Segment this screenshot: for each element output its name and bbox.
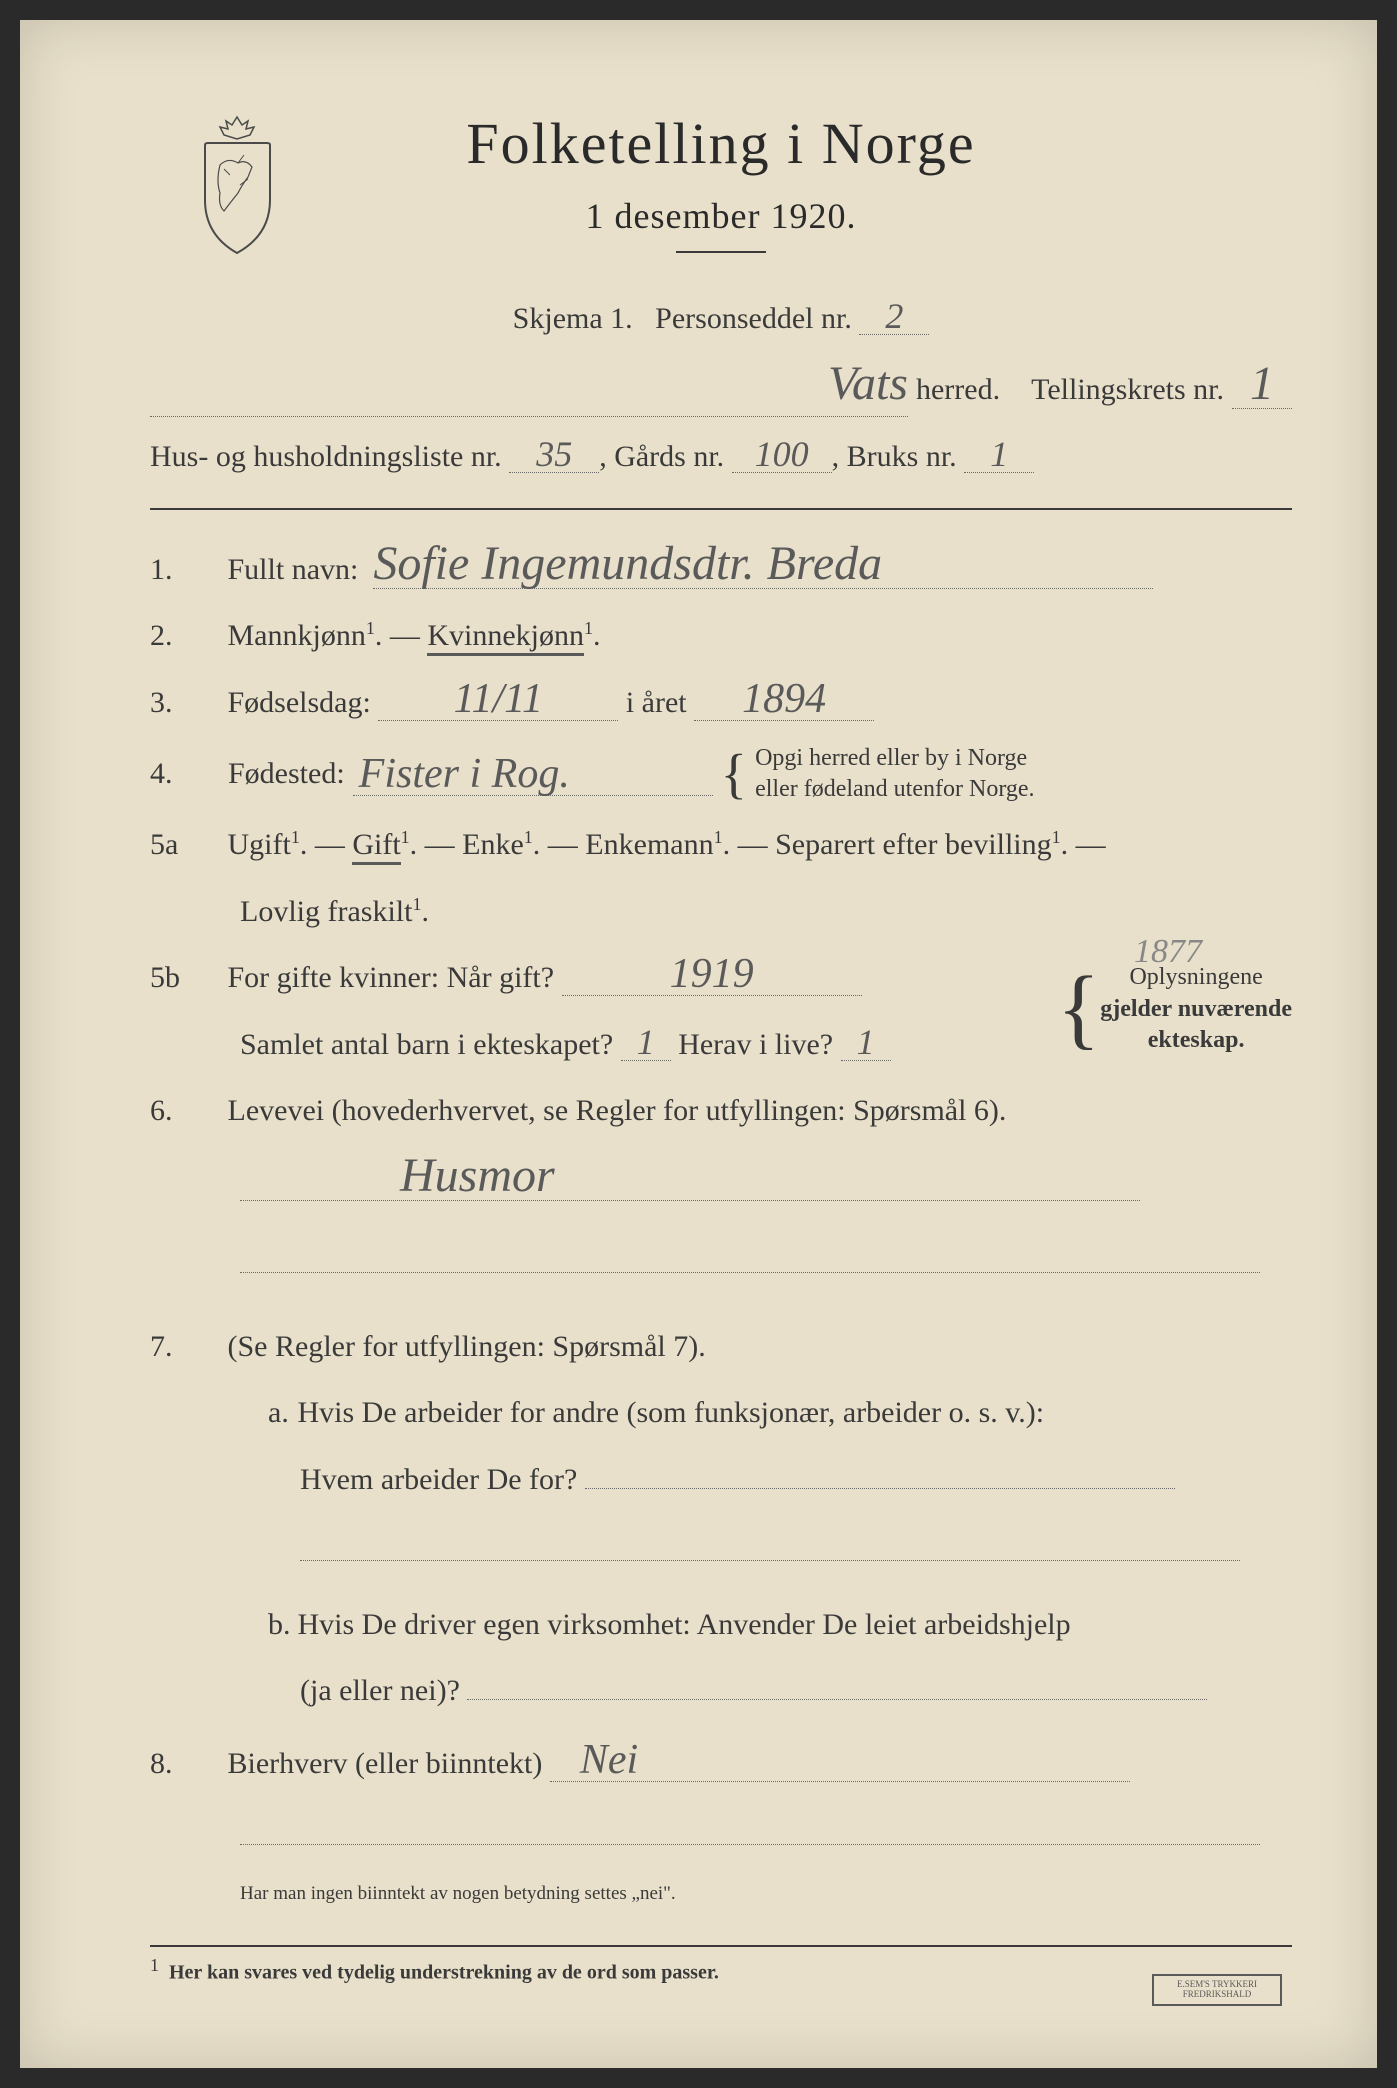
q7a-label1: Hvis De arbeider for andre (som funksjon… <box>298 1396 1045 1429</box>
q6-num: 6. <box>150 1085 220 1138</box>
q1-row: 1. Fullt navn: Sofie Ingemundsdtr. Breda <box>150 540 1292 597</box>
q6-blank-row <box>150 1238 1292 1291</box>
q1-label: Fullt navn: <box>228 553 359 586</box>
personseddel-label: Personseddel nr. <box>655 302 852 335</box>
q7a-num: a. <box>240 1387 290 1440</box>
husliste-row: Hus- og husholdningsliste nr. 35, Gårds … <box>150 431 1292 484</box>
brace-icon: { <box>721 752 747 796</box>
q6-value-row: Husmor <box>150 1152 1292 1209</box>
q5b-label3: Herav i live? <box>678 1028 833 1061</box>
q5a-ugift: Ugift <box>228 828 291 861</box>
skjema-label: Skjema 1. <box>513 302 633 335</box>
q3-day: 11/11 <box>378 678 618 721</box>
q7b-row: b. Hvis De driver egen virksomhet: Anven… <box>150 1599 1292 1652</box>
q3-num: 3. <box>150 677 220 730</box>
q3-year-label: i året <box>626 686 687 719</box>
tellingskrets-label: Tellingskrets nr. <box>1031 364 1224 417</box>
q7a-row2: Hvem arbeider De for? <box>150 1454 1292 1507</box>
q5a-num: 5a <box>150 819 220 872</box>
q4-row: 4. Fødested: Fister i Rog. { Opgi herred… <box>150 743 1292 805</box>
printer-stamp: E.SEM'S TRYKKERI FREDRIKSHALD <box>1152 1974 1282 2006</box>
q7b-row2: (ja eller nei)? <box>150 1665 1292 1718</box>
q7a-label2: Hvem arbeider De for? <box>300 1463 577 1496</box>
q7-row: 7. (Se Regler for utfyllingen: Spørsmål … <box>150 1321 1292 1374</box>
q5b-label1: For gifte kvinner: Når gift? <box>228 961 555 994</box>
q5b-row2: Samlet antal barn i ekteskapet? 1 Herav … <box>150 1019 1292 1072</box>
q5a-gift: Gift <box>352 828 400 865</box>
herred-row: Vats herred. Tellingskrets nr. 1 <box>150 360 1292 418</box>
skjema-row: Skjema 1. Personseddel nr. 2 <box>150 293 1292 346</box>
gards-nr: 100 <box>732 436 832 473</box>
q5b-label2: Samlet antal barn i ekteskapet? <box>240 1028 613 1061</box>
q5b-live: 1 <box>841 1024 891 1061</box>
q5a-enke: Enke <box>462 828 524 861</box>
q4-num: 4. <box>150 748 220 801</box>
husliste-nr: 35 <box>509 436 599 473</box>
q4-label: Fødested: <box>228 748 345 801</box>
q5b-year: 1919 <box>562 953 862 996</box>
norway-coat-of-arms-icon <box>190 115 285 255</box>
q5a-fraskilt: Lovlig fraskilt <box>240 895 412 928</box>
q4-aside: Opgi herred eller by i Norge eller fødel… <box>755 743 1034 805</box>
header-divider <box>676 251 766 253</box>
bruks-nr: 1 <box>964 436 1034 473</box>
q7a-row: a. Hvis De arbeider for andre (som funks… <box>150 1387 1292 1440</box>
gards-label: Gårds nr. <box>614 440 724 473</box>
q5b-row: 1877 5b For gifte kvinner: Når gift? 191… <box>150 952 1292 1005</box>
q7a-blank <box>150 1526 1292 1579</box>
q8-value: Nei <box>550 1739 1130 1782</box>
herred-label: herred. <box>916 364 1000 417</box>
q5a-separert: Separert efter bevilling <box>775 828 1052 861</box>
q2-mann: Mannkjønn <box>228 619 366 652</box>
form-date: 1 desember 1920. <box>150 195 1292 237</box>
q3-row: 3. Fødselsdag: 11/11 i året 1894 <box>150 677 1292 730</box>
q1-value: Sofie Ingemundsdtr. Breda <box>373 540 1153 589</box>
q2-row: 2. Mannkjønn1. — Kvinnekjønn1. <box>150 610 1292 663</box>
q5b-num: 5b <box>150 952 220 1005</box>
q7b-label1: Hvis De driver egen virksomhet: Anvender… <box>298 1608 1071 1641</box>
tellingskrets-nr: 1 <box>1232 360 1292 409</box>
q5a-row2: Lovlig fraskilt1. <box>150 886 1292 939</box>
q6-row: 6. Levevei (hovederhvervet, se Regler fo… <box>150 1085 1292 1138</box>
q5a-enkemann: Enkemann <box>585 828 713 861</box>
q2-num: 2. <box>150 610 220 663</box>
main-divider <box>150 508 1292 510</box>
q3-year: 1894 <box>694 678 874 721</box>
q1-num: 1. <box>150 544 220 597</box>
q7-num: 7. <box>150 1321 220 1374</box>
q7-label: (Se Regler for utfyllingen: Spørsmål 7). <box>228 1330 706 1363</box>
q4-value: Fister i Rog. <box>353 753 713 796</box>
husliste-label: Hus- og husholdningsliste nr. <box>150 440 502 473</box>
q7b-label2: (ja eller nei)? <box>300 1674 460 1707</box>
q7b-num: b. <box>240 1599 290 1652</box>
herred-value: Vats <box>828 360 908 408</box>
q8-row: 8. Bierhverv (eller biinntekt) Nei <box>150 1738 1292 1791</box>
q8-blank <box>150 1810 1292 1863</box>
form-title: Folketelling i Norge <box>150 110 1292 177</box>
q3-label: Fødselsdag: <box>228 686 371 719</box>
q6-value: Husmor <box>240 1152 1140 1201</box>
q2-kvinne: Kvinnekjønn <box>427 619 584 656</box>
bruks-label: Bruks nr. <box>847 440 957 473</box>
q6-label: Levevei (hovederhvervet, se Regler for u… <box>228 1094 1007 1127</box>
footnote-1: Har man ingen biinntekt av nogen betydni… <box>150 1883 1292 1905</box>
personseddel-nr: 2 <box>859 298 929 335</box>
census-form-page: Folketelling i Norge 1 desember 1920. Sk… <box>20 20 1377 2068</box>
form-header: Folketelling i Norge 1 desember 1920. <box>150 110 1292 253</box>
q5b-barn: 1 <box>621 1024 671 1061</box>
footnote-2: 1 Her kan svares ved tydelig understrekn… <box>150 1945 1292 1985</box>
q5a-row: 5a Ugift1. — Gift1. — Enke1. — Enkemann1… <box>150 819 1292 872</box>
q8-label: Bierhverv (eller biinntekt) <box>228 1747 543 1780</box>
q8-num: 8. <box>150 1738 220 1791</box>
